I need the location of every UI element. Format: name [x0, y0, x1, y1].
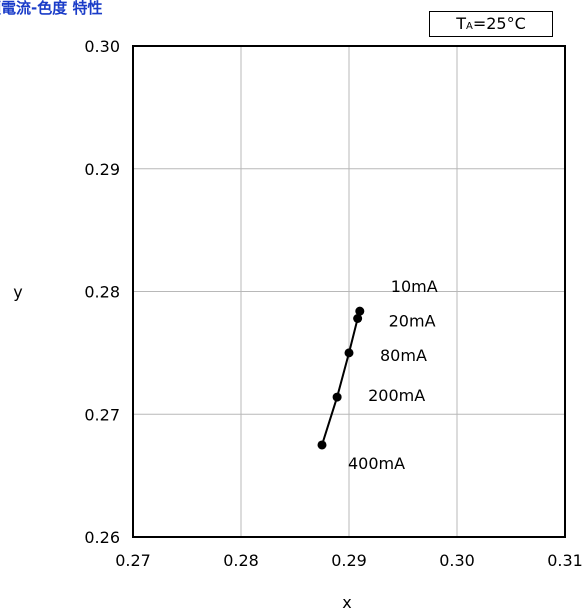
chart-title: 順電流-色度 特性 [0, 0, 103, 17]
data-point [344, 348, 354, 358]
y-tick-label: 0.28 [84, 283, 120, 302]
y-tick-label: 0.26 [84, 528, 120, 547]
y-tick-label: 0.27 [84, 405, 120, 424]
y-axis-label: y [13, 283, 22, 302]
data-label: 200mA [368, 386, 425, 405]
condition-subscript: A [466, 21, 473, 32]
x-tick-label: 0.27 [115, 551, 151, 570]
x-tick-label: 0.30 [439, 551, 475, 570]
ambient-temperature-box: TA=25°C [429, 11, 553, 37]
series-line [321, 310, 361, 446]
condition-suffix: =25°C [472, 14, 526, 33]
data-label: 20mA [389, 312, 436, 331]
data-point [332, 392, 342, 402]
y-tick-label: 0.29 [84, 160, 120, 179]
data-label: 80mA [380, 346, 427, 365]
data-point [355, 306, 365, 316]
data-label: 10mA [391, 277, 438, 296]
x-axis-label: x [342, 593, 351, 612]
x-tick-label: 0.28 [223, 551, 259, 570]
x-tick-label: 0.31 [547, 551, 583, 570]
data-point [353, 314, 363, 324]
data-point [317, 440, 327, 450]
y-tick-label: 0.30 [84, 37, 120, 56]
condition-prefix: T [456, 14, 466, 33]
data-label: 400mA [348, 454, 405, 473]
x-tick-label: 0.29 [331, 551, 367, 570]
plot-area-frame [132, 45, 566, 538]
